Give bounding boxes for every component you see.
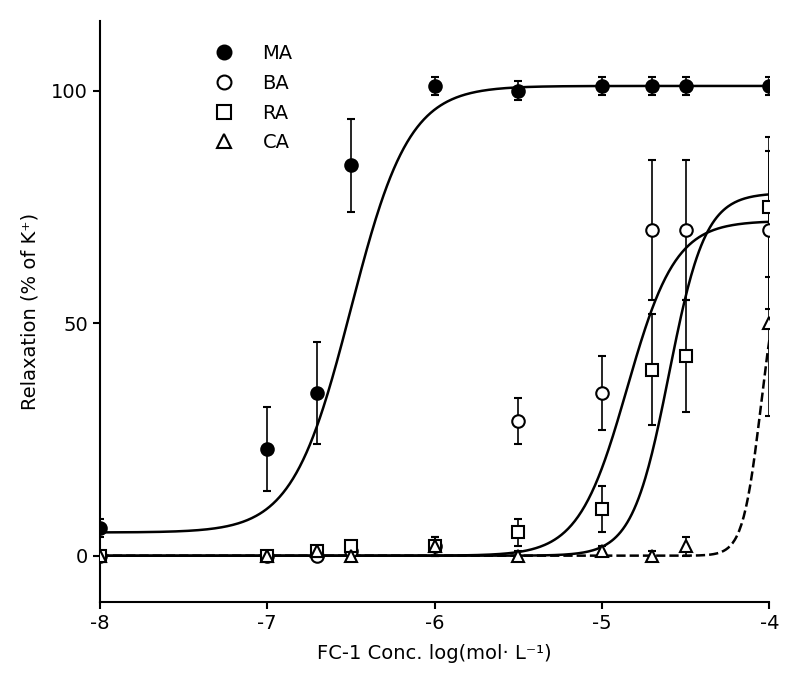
X-axis label: FC-1 Conc. log(mol· L⁻¹): FC-1 Conc. log(mol· L⁻¹) bbox=[318, 644, 552, 663]
Legend: MA, BA, RA, CA: MA, BA, RA, CA bbox=[197, 36, 301, 160]
Y-axis label: Relaxation (% of K⁺): Relaxation (% of K⁺) bbox=[21, 213, 40, 410]
